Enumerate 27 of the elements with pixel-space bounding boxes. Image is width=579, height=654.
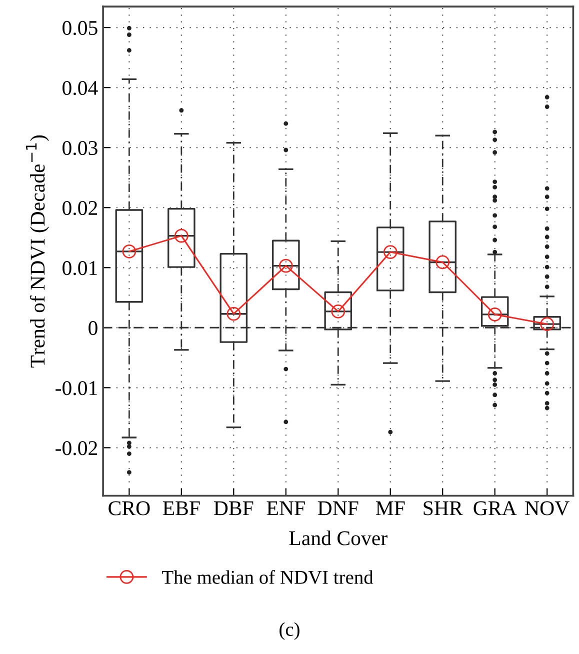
y-tick-label: -0.02 bbox=[56, 441, 98, 456]
legend-label: The median of NDVI trend bbox=[162, 570, 374, 584]
y-axis-title: Trend of NDVI (Decade$^{−1}$) bbox=[26, 135, 49, 368]
y-tick-label: 0.04 bbox=[62, 80, 98, 96]
x-tick-label: ENF bbox=[266, 501, 305, 516]
point bbox=[383, 245, 398, 259]
y-tick-label: 0.03 bbox=[62, 140, 98, 156]
y-tick-label: 0.05 bbox=[62, 20, 98, 36]
point bbox=[436, 255, 450, 270]
x-tick-label: SHR bbox=[424, 501, 463, 516]
x-tick-label: DNF bbox=[318, 501, 358, 516]
text: (c) bbox=[280, 622, 300, 640]
x-tick-label: MF bbox=[376, 501, 405, 516]
x-tick-label: NOV bbox=[525, 501, 570, 516]
point bbox=[174, 228, 188, 243]
x-tick-label: EBF bbox=[162, 501, 200, 516]
x-tick-label: CRO bbox=[108, 501, 150, 516]
y-tick-label: -0.01 bbox=[56, 381, 97, 396]
x-axis-title: Land Cover bbox=[289, 530, 388, 546]
x-tick-label: DBF bbox=[214, 501, 254, 516]
x-tick-label: GRA bbox=[474, 501, 517, 516]
y-tick-label: 0 bbox=[88, 321, 98, 336]
y-tick-label: 0.01 bbox=[62, 261, 97, 276]
point bbox=[122, 244, 136, 258]
point bbox=[540, 317, 554, 332]
point bbox=[226, 306, 241, 321]
y-tick-label: 0.02 bbox=[62, 200, 98, 216]
